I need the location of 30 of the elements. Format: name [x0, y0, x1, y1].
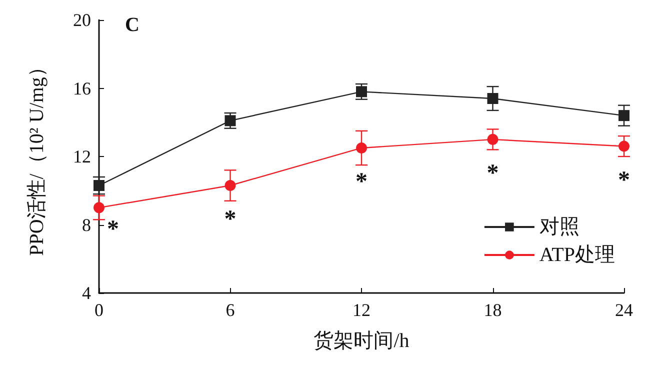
annotation: * [107, 216, 119, 243]
point [224, 115, 236, 126]
point [487, 92, 498, 104]
x-axis-title: 货架时间/h [314, 330, 410, 352]
legend-label: 对照 [539, 216, 580, 238]
chart-title: C [125, 14, 140, 36]
point [618, 110, 630, 122]
point [618, 140, 630, 152]
x-tick-label: 18 [484, 300, 502, 320]
annotation: * [618, 167, 630, 194]
x-tick-label: 6 [226, 300, 235, 320]
x-tick-label: 12 [352, 300, 370, 320]
y-axis-title: PPO活性/（10² U/mg） [26, 57, 48, 256]
y-tick-label: 12 [73, 146, 91, 166]
point [356, 86, 367, 98]
x-tick-label: 24 [615, 300, 633, 320]
annotation: * [356, 168, 368, 195]
point [356, 142, 367, 154]
x-tick-label: 0 [94, 300, 104, 320]
y-tick-label: 20 [73, 10, 91, 30]
point [94, 202, 104, 214]
y-tick-label: 8 [82, 214, 91, 235]
point [487, 134, 498, 145]
y-tick-label: 16 [73, 78, 91, 98]
point [224, 180, 236, 192]
point [94, 180, 104, 192]
annotation: * [224, 206, 236, 233]
legend-label: ATP处理 [539, 244, 616, 266]
y-tick-label: 4 [82, 283, 91, 303]
annotation: * [486, 160, 499, 186]
